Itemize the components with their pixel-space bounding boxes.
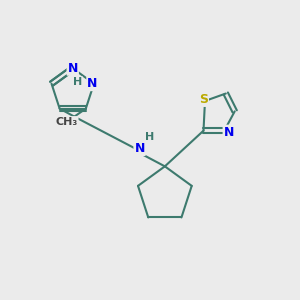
Text: H: H	[73, 77, 82, 87]
Text: N: N	[87, 77, 98, 90]
Text: H: H	[146, 132, 154, 142]
Text: CH₃: CH₃	[56, 117, 78, 127]
Text: N: N	[224, 126, 234, 139]
Text: N: N	[68, 62, 78, 75]
Text: N: N	[134, 142, 145, 155]
Text: S: S	[199, 93, 208, 106]
